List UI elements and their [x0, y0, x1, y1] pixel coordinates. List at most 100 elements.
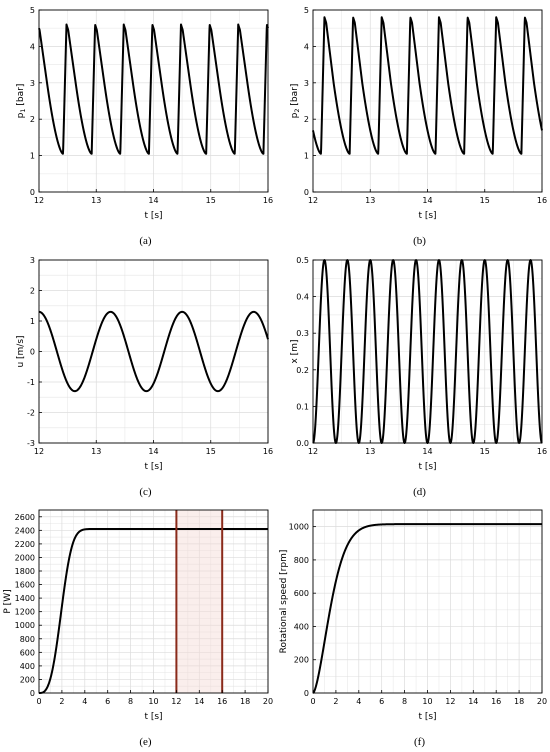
y-tick-label: 1: [30, 152, 35, 161]
subfigure-caption: (c): [139, 486, 152, 498]
y-tick-label: 2200: [15, 540, 35, 549]
y-tick-label: 3: [30, 79, 35, 88]
y-tick-label: 2400: [15, 526, 35, 535]
y-axis-label: x [m]: [290, 340, 300, 364]
x-tick-label: 13: [91, 196, 101, 205]
y-axis-label: p2 [bar]: [290, 84, 301, 119]
subfigure-caption: (e): [139, 736, 152, 748]
x-tick-label: 6: [379, 697, 384, 706]
x-tick-label: 14: [422, 196, 432, 205]
series-line: [312, 523, 543, 694]
y-tick-label: 1200: [15, 608, 35, 617]
subfigure-caption: (a): [139, 235, 152, 247]
x-tick-label: 8: [128, 697, 133, 706]
x-tick-label: 15: [480, 196, 490, 205]
x-tick-label: 16: [263, 196, 273, 205]
y-tick-label: 0: [30, 689, 35, 698]
y-tick-label: 1600: [15, 581, 35, 590]
y-tick-label: 2: [30, 115, 35, 124]
y-tick-label: 400: [20, 662, 35, 671]
y-tick-label: 600: [20, 648, 35, 657]
y-tick-label: 0: [30, 348, 35, 357]
y-tick-label: 200: [294, 656, 309, 665]
x-tick-label: 0: [36, 697, 41, 706]
x-tick-label: 20: [263, 697, 273, 706]
x-axis-label: t [s]: [418, 462, 436, 472]
series-line: [312, 16, 543, 155]
y-tick-label: 0.5: [296, 256, 309, 265]
y-tick-label: 2600: [15, 513, 35, 522]
x-axis-label: t [s]: [144, 462, 162, 472]
x-tick-label: 4: [356, 697, 361, 706]
x-tick-label: 2: [59, 697, 64, 706]
x-tick-label: 16: [537, 196, 547, 205]
x-tick-label: 12: [171, 697, 181, 706]
x-tick-label: 12: [34, 196, 44, 205]
y-tick-label: 1: [30, 317, 35, 326]
x-tick-label: 13: [365, 196, 375, 205]
y-tick-label: 800: [294, 556, 309, 565]
x-axis-label: t [s]: [144, 211, 162, 221]
highlight-interval: [176, 510, 223, 693]
x-tick-label: 15: [206, 196, 216, 205]
x-tick-label: 15: [480, 447, 490, 456]
x-tick-label: 16: [537, 447, 547, 456]
x-tick-label: 12: [445, 697, 455, 706]
x-tick-label: 2: [333, 697, 338, 706]
y-tick-label: 2: [30, 287, 35, 296]
y-tick-label: 0.1: [296, 402, 309, 411]
y-tick-label: 0: [30, 188, 35, 197]
y-tick-label: 4: [304, 42, 309, 51]
y-tick-label: -3: [27, 439, 35, 448]
x-tick-label: 10: [422, 697, 432, 706]
x-tick-label: 6: [105, 697, 110, 706]
x-tick-label: 12: [308, 447, 318, 456]
y-tick-label: 4: [30, 42, 35, 51]
x-tick-label: 16: [217, 697, 227, 706]
x-tick-label: 12: [308, 196, 318, 205]
x-tick-label: 12: [34, 447, 44, 456]
y-tick-label: 0: [304, 689, 309, 698]
y-tick-label: 2000: [15, 553, 35, 562]
y-tick-label: 1000: [15, 621, 35, 630]
x-tick-label: 4: [82, 697, 87, 706]
y-axis-label: u [m/s]: [16, 335, 26, 367]
x-tick-label: 8: [402, 697, 407, 706]
y-tick-label: 200: [20, 675, 35, 684]
y-tick-label: 1: [304, 152, 309, 161]
x-tick-label: 13: [91, 447, 101, 456]
y-axis-label: p1 [bar]: [16, 84, 27, 119]
y-tick-label: 800: [20, 635, 35, 644]
x-tick-label: 16: [263, 447, 273, 456]
x-tick-label: 20: [537, 697, 547, 706]
x-tick-label: 16: [491, 697, 501, 706]
y-tick-label: 0.3: [296, 329, 309, 338]
y-tick-label: 5: [304, 6, 309, 15]
y-tick-label: 0.0: [296, 439, 309, 448]
y-tick-label: 5: [30, 6, 35, 15]
x-axis-label: t [s]: [418, 712, 436, 722]
x-axis-label: t [s]: [418, 211, 436, 221]
subfigure-caption: (f): [414, 736, 425, 748]
x-tick-label: 14: [194, 697, 204, 706]
x-tick-label: 14: [468, 697, 478, 706]
y-tick-label: 3: [30, 256, 35, 265]
y-tick-label: 1400: [15, 594, 35, 603]
x-tick-label: 14: [148, 196, 158, 205]
y-tick-label: 0.2: [296, 366, 309, 375]
x-tick-label: 18: [514, 697, 524, 706]
x-tick-label: 10: [148, 697, 158, 706]
y-tick-label: 3: [304, 79, 309, 88]
y-tick-label: -1: [27, 378, 35, 387]
y-tick-label: 1800: [15, 567, 35, 576]
y-tick-label: 400: [294, 622, 309, 631]
y-tick-label: 600: [294, 589, 309, 598]
y-tick-label: -2: [27, 409, 35, 418]
chart-d: 12 13 14 15 16 0.0 0.1 0.2 0.3 0.4 0.5 t [s] x [m] (d…: [290, 256, 547, 498]
series-line: [38, 527, 269, 694]
chart-e: 0 2 4 6 8 10 12 14 16 18 2002004006008001000120014…: [3, 509, 273, 748]
x-tick-label: 14: [422, 447, 432, 456]
